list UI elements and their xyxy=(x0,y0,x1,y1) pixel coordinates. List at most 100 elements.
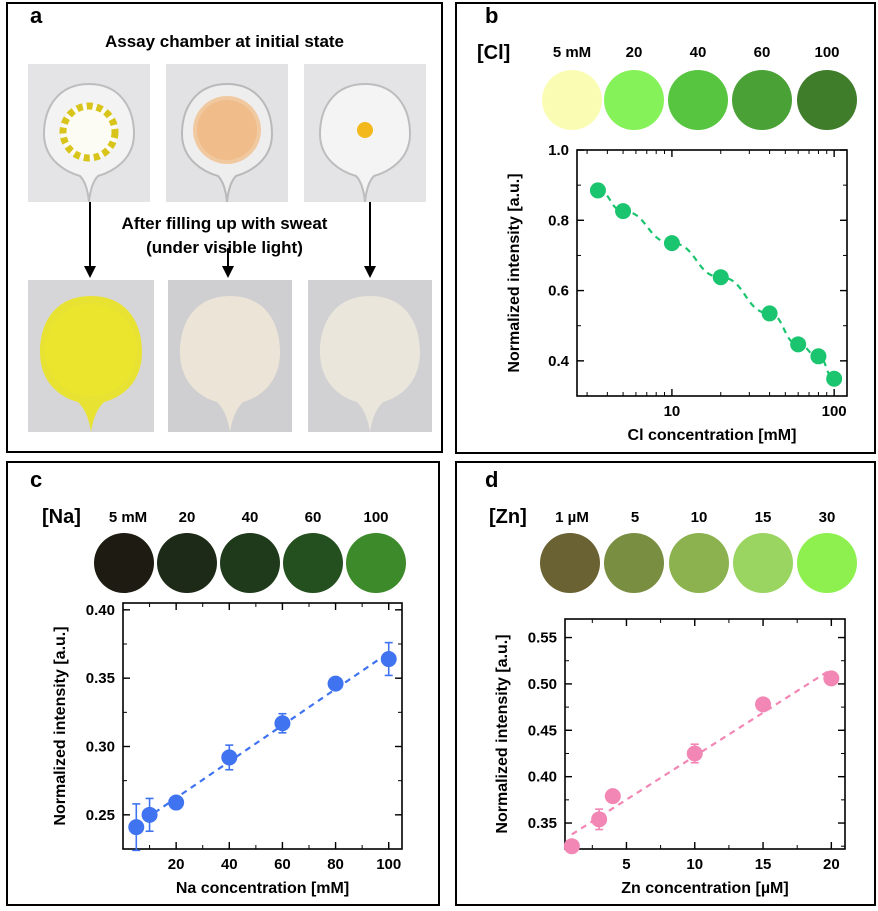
data-point-group xyxy=(823,670,840,687)
swatch-label: 20 xyxy=(625,44,643,61)
x-tick-label: 10 xyxy=(686,856,703,873)
x-tick-label: 20 xyxy=(823,856,840,873)
x-tick-label: 40 xyxy=(221,856,238,873)
panel-b: b [Cl] 5 mM 20 40 60 100 0.4 0.6 0.8 1.0 10 1… xyxy=(455,2,876,454)
ion-label: [Zn] xyxy=(489,506,527,528)
swatch-label: 5 mM xyxy=(552,44,592,61)
y-tick-label: 0.40 xyxy=(86,602,115,619)
swatch-label: 15 xyxy=(754,509,772,526)
y-tick-label: 0.30 xyxy=(86,739,115,756)
swatch-5mm xyxy=(94,533,154,593)
data-point-group xyxy=(810,348,827,365)
data-point-group xyxy=(128,803,145,852)
swatch-100 xyxy=(797,70,857,130)
swatch-label: 20 xyxy=(178,509,196,526)
x-tick-label: 100 xyxy=(822,403,847,420)
chamber-photo-zn-sweat xyxy=(308,280,432,432)
swatch-15 xyxy=(733,533,793,593)
swatch-label: 40 xyxy=(241,509,259,526)
x-tick-label: 5 xyxy=(622,856,630,873)
fit-line xyxy=(597,189,835,380)
data-point-group xyxy=(712,269,729,286)
swatch-60 xyxy=(732,70,792,130)
data-point xyxy=(563,838,580,855)
panel-letter: b xyxy=(485,3,499,28)
y-tick-label: 0.55 xyxy=(528,630,557,647)
y-tick-label: 0.8 xyxy=(548,212,569,229)
data-point xyxy=(327,675,344,692)
swatch-40 xyxy=(220,533,280,593)
swatch-label: 40 xyxy=(689,44,707,61)
panel-c: c [Na] 5 mM 20 40 60 100 0.25 0.30 0.35 0.4… xyxy=(6,461,440,906)
chart-d: 0.35 0.40 0.45 0.50 0.55 5 10 15 20 Zn concentrat… xyxy=(494,618,846,897)
y-tick-label: 0.35 xyxy=(528,815,557,832)
data-point xyxy=(755,696,772,713)
ion-label: [Na] xyxy=(42,506,81,528)
data-point xyxy=(615,203,632,220)
data-point-group xyxy=(826,370,843,387)
data-point-group xyxy=(761,305,778,322)
data-point xyxy=(589,182,606,199)
data-point-group xyxy=(591,808,608,831)
swatch-5 xyxy=(604,533,664,593)
swatch-10 xyxy=(669,533,729,593)
data-point-group xyxy=(615,203,632,220)
swatch-label: 10 xyxy=(690,509,708,526)
data-point xyxy=(141,806,158,823)
panel-letter: a xyxy=(30,3,43,28)
data-point-group xyxy=(327,675,344,692)
y-axis-label: Normalized intensity [a.u.] xyxy=(506,173,523,372)
data-point xyxy=(712,269,729,286)
arrows-down xyxy=(84,202,376,278)
fit-line xyxy=(571,668,832,836)
data-point xyxy=(604,788,621,805)
y-axis-label: Normalized intensity [a.u.] xyxy=(52,626,69,825)
chart-b: 0.4 0.6 0.8 1.0 10 100 Cl concentration [mM] No… xyxy=(506,142,848,444)
middle-caption-line1: After filling up with sweat xyxy=(121,214,328,233)
swatch-30 xyxy=(797,533,857,593)
data-point-group xyxy=(380,641,397,677)
x-tick-label: 60 xyxy=(274,856,291,873)
x-tick-label: 20 xyxy=(168,856,185,873)
x-tick-label: 100 xyxy=(376,856,401,873)
data-point-group xyxy=(589,182,606,199)
data-point-group xyxy=(274,712,291,734)
y-tick-label: 0.50 xyxy=(528,676,557,693)
swatch-40 xyxy=(668,70,728,130)
ion-label: [Cl] xyxy=(477,42,511,64)
swatch-100 xyxy=(346,533,406,593)
y-tick-label: 0.35 xyxy=(86,670,115,687)
swatch-label: 60 xyxy=(753,44,771,61)
chart-c: 0.25 0.30 0.35 0.40 20 40 60 80 100 Na concentrat… xyxy=(52,602,403,897)
y-tick-label: 0.45 xyxy=(528,722,557,739)
panel-a: a Assay chamber at initial state Cl Na Z… xyxy=(6,2,443,453)
chamber-photo-cl-sweat xyxy=(28,280,154,432)
panel-letter: d xyxy=(485,467,499,492)
plot-frame xyxy=(122,602,403,850)
swatch-label: 100 xyxy=(814,44,840,61)
swatch-label: 5 xyxy=(630,509,640,526)
data-point-group xyxy=(141,797,158,833)
x-tick-label: 80 xyxy=(327,856,344,873)
swatch-20 xyxy=(157,533,217,593)
data-point-group xyxy=(663,235,680,252)
data-point xyxy=(128,819,145,836)
swatch-20 xyxy=(604,70,664,130)
y-tick-label: 0.25 xyxy=(86,807,115,824)
swatch-5mm xyxy=(542,70,602,130)
middle-caption-line2: (under visible light) xyxy=(146,238,303,257)
data-point-group xyxy=(221,744,238,771)
data-point-group xyxy=(790,336,807,353)
chamber-photo-cl-initial xyxy=(28,64,150,202)
data-point xyxy=(663,235,680,252)
swatch-label: 60 xyxy=(304,509,322,526)
data-point xyxy=(810,348,827,365)
panel-letter: c xyxy=(30,467,43,492)
swatch-60 xyxy=(283,533,343,593)
data-point-group xyxy=(563,838,580,855)
data-point xyxy=(761,305,778,322)
plot-frame xyxy=(564,618,846,850)
data-point xyxy=(380,651,397,668)
swatch-1um xyxy=(540,533,600,593)
chamber-photo-zn-initial xyxy=(304,64,426,202)
